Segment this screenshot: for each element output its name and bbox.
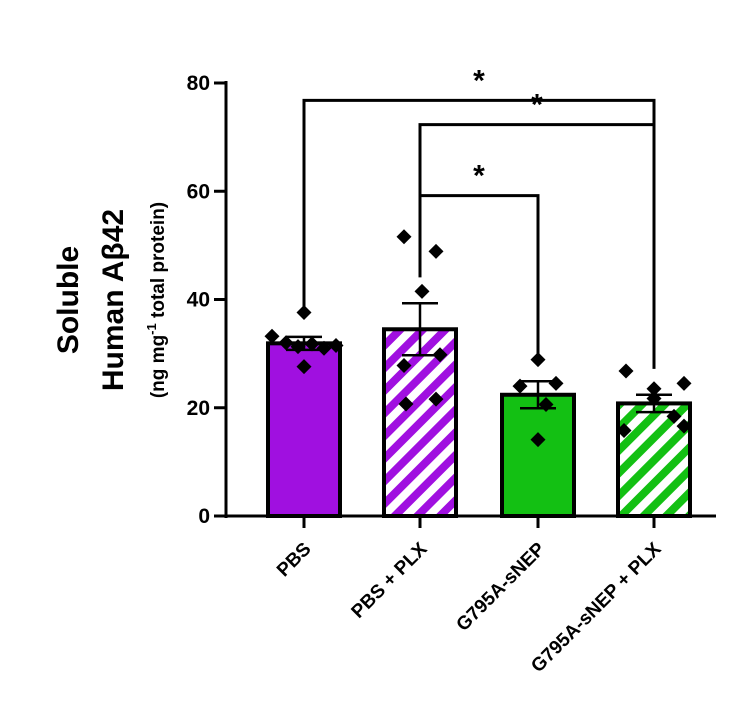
- data-point: [428, 391, 444, 407]
- data-point: [296, 304, 312, 320]
- data-point: [616, 422, 632, 438]
- significance-brackets: * * *: [302, 64, 656, 369]
- y-axis-title-line2: Human Aβ42: [97, 209, 130, 391]
- x-tick-label: PBS + PLX: [348, 538, 432, 622]
- x-tick-label: G795A-sNEP: [453, 538, 550, 635]
- data-point: [530, 432, 546, 448]
- error-bars: [286, 302, 672, 414]
- data-point: [676, 375, 692, 391]
- y-tick-label: 60: [187, 180, 210, 203]
- data-point: [618, 363, 634, 379]
- x-tick-label: G795A-sNEP + PLX: [527, 538, 665, 676]
- bar: [500, 392, 576, 519]
- data-point: [398, 396, 414, 412]
- data-point: [676, 418, 692, 434]
- data-point: [278, 335, 294, 351]
- data-point: [290, 339, 306, 355]
- data-point: [646, 391, 662, 407]
- bar: [382, 327, 458, 518]
- y-tick-label: 0: [198, 505, 210, 528]
- significance-label: *: [531, 89, 543, 122]
- y-axis-title: Soluble Human Aβ42 (ng mg-1 total protei…: [52, 202, 169, 398]
- bars: [266, 327, 692, 519]
- y-tick-label: 20: [187, 397, 210, 420]
- data-point: [512, 378, 528, 394]
- data-point: [396, 358, 412, 374]
- data-point: [646, 381, 662, 397]
- significance-label: *: [473, 160, 485, 193]
- bar: [616, 401, 692, 519]
- data-point: [316, 340, 332, 356]
- data-point: [264, 328, 280, 344]
- y-tick-label: 40: [187, 289, 210, 312]
- significance-bracket: [418, 194, 540, 356]
- data-point: [666, 408, 682, 424]
- data-point: [414, 283, 430, 299]
- y-axis-title-line1: Soluble: [52, 246, 85, 354]
- data-point: [548, 375, 564, 391]
- data-point: [328, 338, 344, 354]
- data-point: [304, 336, 320, 352]
- data-point: [296, 359, 312, 375]
- data-point: [428, 243, 444, 259]
- data-point: [538, 397, 554, 413]
- y-tick-label: 80: [187, 72, 210, 95]
- data-point: [432, 347, 448, 363]
- significance-bracket: [302, 98, 656, 369]
- data-point: [396, 229, 412, 245]
- x-tick-label: PBS: [273, 539, 315, 581]
- y-axis-units: (ng mg-1 total protein): [144, 202, 169, 398]
- data-point: [530, 352, 546, 368]
- data-points: [264, 229, 692, 448]
- significance-label: *: [473, 64, 485, 97]
